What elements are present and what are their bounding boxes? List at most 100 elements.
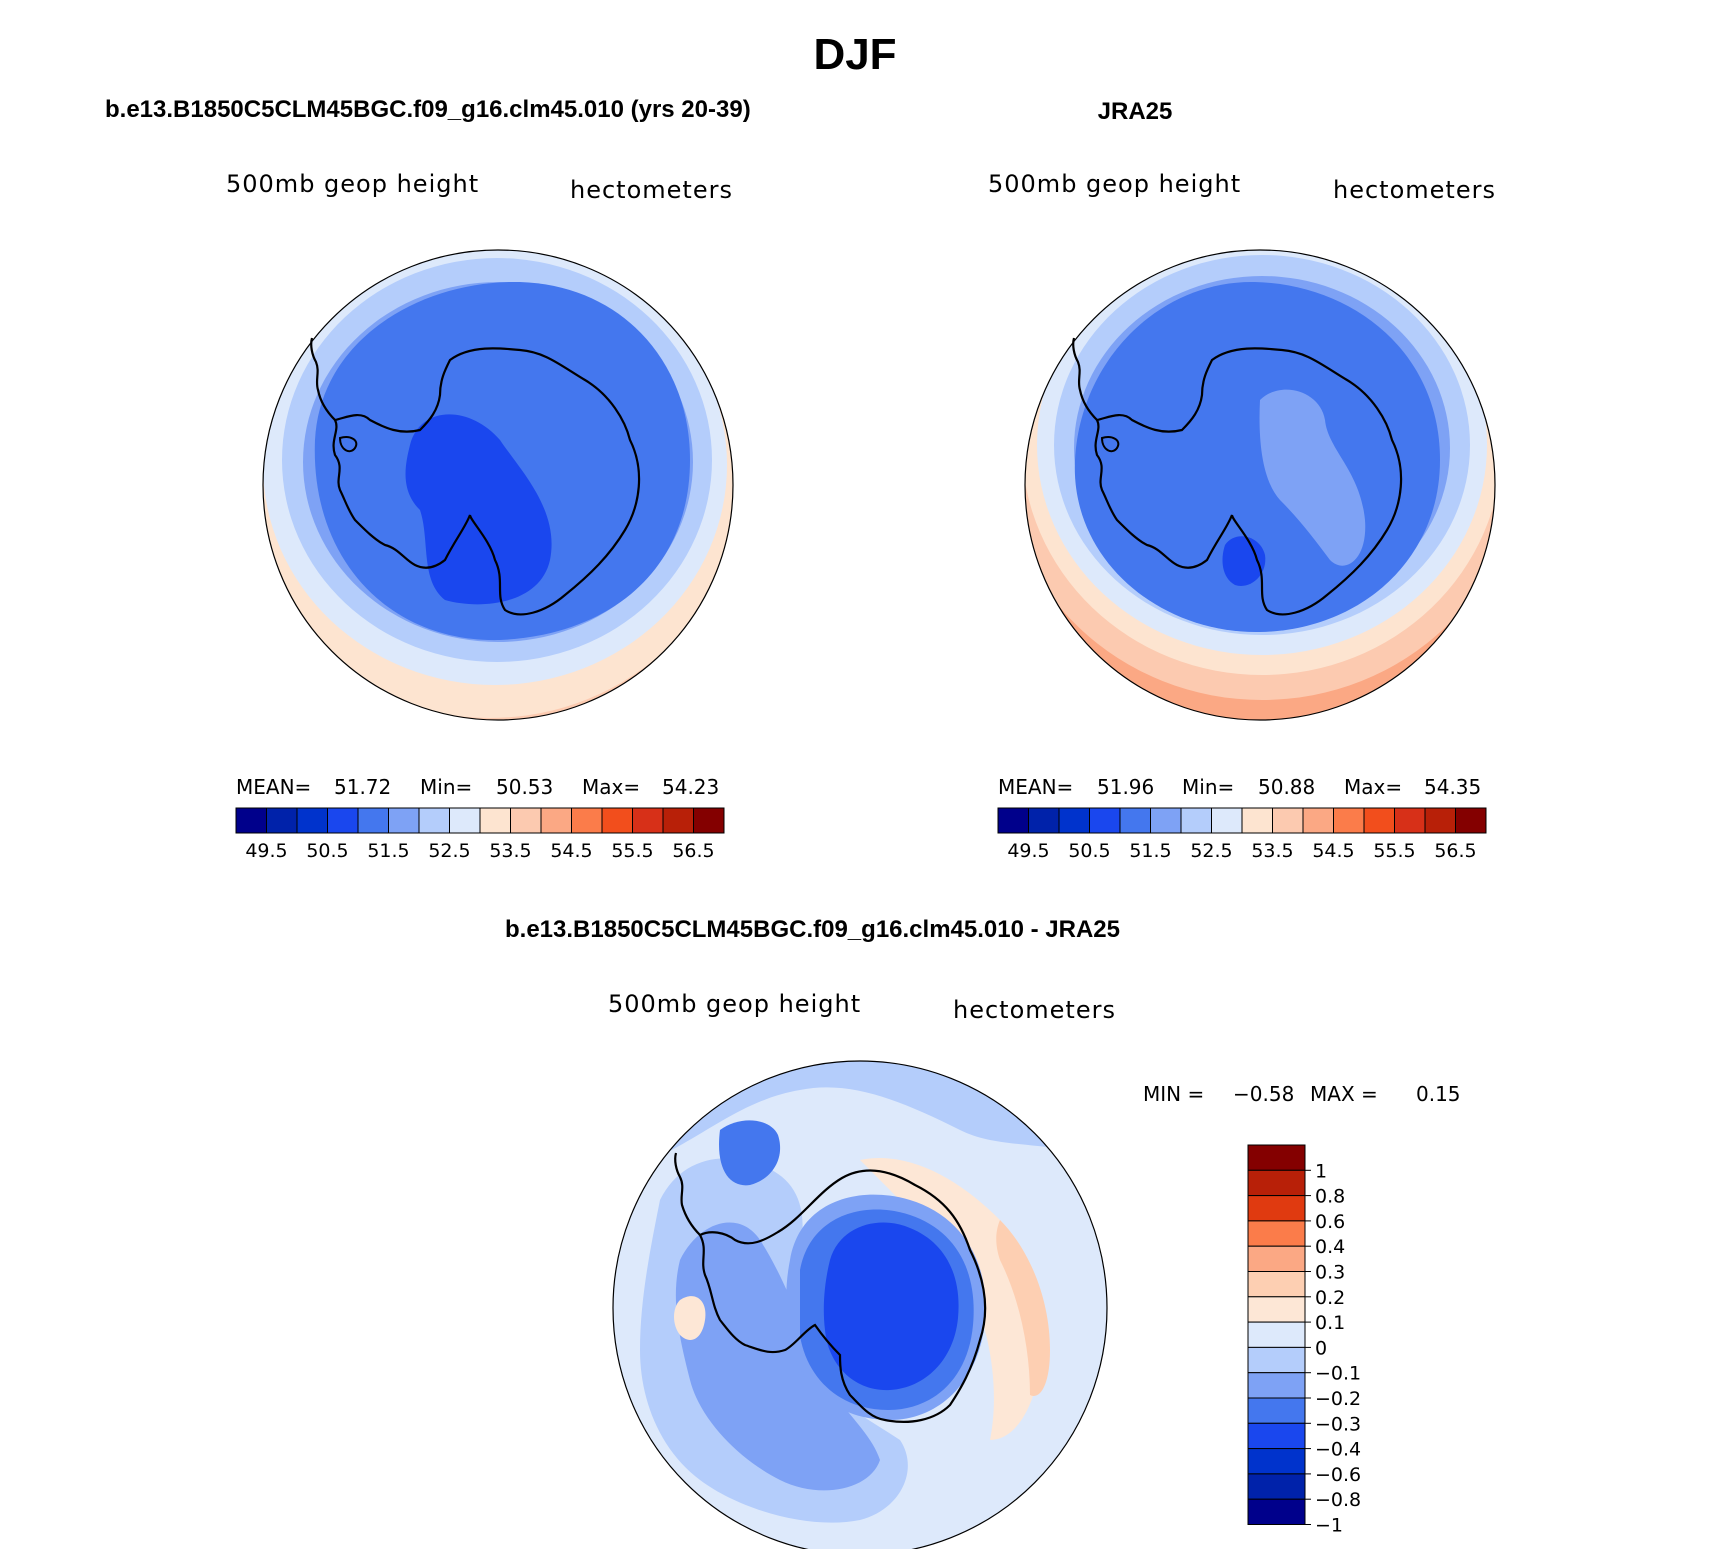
panel1-case-title: b.e13.B1850C5CLM45BGC.f09_g16.clm45.010 … <box>105 96 751 123</box>
diff-colorbar-tick-label: 0.4 <box>1315 1236 1345 1258</box>
panel2-colorbar-tick-label: 53.5 <box>1251 840 1293 862</box>
panel2-min-label: Min= <box>1182 775 1235 799</box>
diff-colorbar-box <box>1247 1498 1306 1525</box>
panel1-colorbar-box <box>388 807 420 834</box>
panel1-colorbar-box <box>479 807 511 834</box>
diff-min-label: MIN = <box>1143 1082 1205 1106</box>
panel1-colorbar: 49.5 50.5 51.5 52.5 53.5 54.5 55.5 56.5 <box>235 807 725 862</box>
diff-colorbar-box <box>1247 1422 1306 1450</box>
figure-title: DJF <box>813 30 897 79</box>
diff-colorbar-tick-label: 0.8 <box>1315 1186 1345 1208</box>
panel2-colorbar-tick-label: 52.5 <box>1190 840 1232 862</box>
diff-colorbar-tick-label: 1 <box>1315 1160 1327 1182</box>
panel2-colorbar-tick-label: 50.5 <box>1068 840 1110 862</box>
panel2-case-title: JRA25 <box>1097 98 1173 125</box>
panel1-peninsula <box>310 337 336 421</box>
diff-colorbar-tick-label: −0.1 <box>1315 1363 1361 1385</box>
diff-colorbar-tick-label: −1 <box>1315 1515 1343 1537</box>
panel2-map-border <box>1024 249 1496 721</box>
panel2-small-island <box>1100 436 1120 453</box>
panel2-mean-label: MEAN= <box>998 775 1074 799</box>
diff-colorbar-box <box>1247 1321 1306 1348</box>
panel1-colorbar-box <box>418 807 450 834</box>
panel2-mean-value: 51.96 <box>1097 775 1155 799</box>
diff-colorbar-tick-label: 0.6 <box>1315 1211 1345 1233</box>
diff-case-title: b.e13.B1850C5CLM45BGC.f09_g16.clm45.010 … <box>505 916 1120 943</box>
panel2-colorbar-box <box>1333 807 1365 834</box>
diff-colorbar-tick-label: 0 <box>1315 1337 1327 1359</box>
panel2-colorbar-tick-label: 51.5 <box>1129 840 1171 862</box>
diff-colorbar-tick-label: 0.1 <box>1315 1312 1345 1334</box>
panel2-colorbar-box <box>1028 807 1060 834</box>
panel2-colorbar-box <box>1150 807 1182 834</box>
panel1-colorbar-box <box>266 807 298 834</box>
panel1-colorbar-tick-label: 52.5 <box>428 840 470 862</box>
diff-colorbar-box <box>1247 1296 1306 1323</box>
panel1-colorbar-box <box>296 807 328 834</box>
diff-colorbar-tick-label: −0.3 <box>1315 1413 1361 1435</box>
panel2-colorbar-box <box>1058 807 1090 834</box>
panel1-colorbar-box <box>662 807 694 834</box>
panel2-coastline <box>1094 347 1403 616</box>
panel1-colorbar-box <box>327 807 359 834</box>
diff-colorbar-tick-label: −0.2 <box>1315 1388 1361 1410</box>
panel1-map <box>263 250 733 720</box>
panel2-colorbar-box <box>1272 807 1304 834</box>
panel1-colorbar-box <box>601 807 633 834</box>
panel1-small-island <box>338 436 358 453</box>
panel1-colorbar-box <box>449 807 481 834</box>
panel1-max-label: Max= <box>582 775 641 799</box>
panel1-colorbar-box <box>510 807 542 834</box>
panel2-colorbar-tick-label: 49.5 <box>1007 840 1049 862</box>
panel1-variable-label: 500mb geop height <box>226 170 480 198</box>
panel2-colorbar-box <box>1211 807 1243 834</box>
panel1-coastline <box>332 347 641 616</box>
panel2-peninsula <box>1072 337 1098 421</box>
panel1-colorbar-tick-label: 51.5 <box>367 840 409 862</box>
panel1-colorbar-tick-label: 53.5 <box>489 840 531 862</box>
diff-colorbar-tick-label: −0.8 <box>1315 1489 1361 1511</box>
diff-units-label: hectometers <box>953 996 1116 1024</box>
panel1-colorbar-tick-label: 50.5 <box>306 840 348 862</box>
diff-colorbar-box <box>1247 1169 1306 1197</box>
panel1-map-border <box>262 249 734 721</box>
panel2-colorbar-box <box>1455 807 1487 834</box>
panel1-max-value: 54.23 <box>662 775 720 799</box>
diff-colorbar-box <box>1247 1473 1306 1500</box>
panel1-colorbar-tick-label: 49.5 <box>245 840 287 862</box>
diff-colorbar-tick-label: −0.6 <box>1315 1464 1361 1486</box>
panel2-colorbar-box <box>1119 807 1151 834</box>
diff-colorbar-box <box>1247 1245 1306 1272</box>
panel1-colorbar-box <box>571 807 603 834</box>
panel2-max-value: 54.35 <box>1424 775 1482 799</box>
panel1-min-value: 50.53 <box>496 775 554 799</box>
panel1-units-label: hectometers <box>570 176 733 204</box>
diff-peninsula <box>674 1152 701 1236</box>
panel1-colorbar-tick-label: 55.5 <box>611 840 653 862</box>
panel1-colorbar-tick-label: 56.5 <box>672 840 714 862</box>
diff-colorbar: 1 0.8 0.6 0.4 0.3 0.2 0.1 0 −0.1 −0.2 −0.3 −0.4 −0.6… <box>1247 1144 1361 1537</box>
diff-colorbar-box <box>1247 1448 1306 1475</box>
diff-coastline <box>698 1169 987 1423</box>
diff-variable-label: 500mb geop height <box>608 990 862 1018</box>
diff-colorbar-tick-label: 0.2 <box>1315 1287 1345 1309</box>
panel1-min-label: Min= <box>420 775 473 799</box>
panel2-max-label: Max= <box>1344 775 1403 799</box>
panel2-colorbar-tick-label: 54.5 <box>1312 840 1354 862</box>
diff-colorbar-box <box>1247 1271 1306 1298</box>
diff-colorbar-tick-label: −0.4 <box>1315 1439 1361 1461</box>
panel1-colorbar-box <box>540 807 572 834</box>
panel2-colorbar-box <box>1363 807 1395 834</box>
panel1-colorbar-box <box>632 807 664 834</box>
panel2-colorbar-box <box>1394 807 1426 834</box>
diff-max-value: 0.15 <box>1416 1082 1461 1106</box>
diff-colorbar-box <box>1247 1195 1306 1222</box>
diff-min-value: −0.58 <box>1233 1082 1295 1106</box>
panel1-mean-label: MEAN= <box>236 775 312 799</box>
diff-map-border <box>612 1060 1108 1549</box>
diff-colorbar-box <box>1247 1397 1306 1424</box>
diff-colorbar-box <box>1247 1346 1306 1374</box>
diff-map <box>613 1061 1107 1549</box>
panel2-min-value: 50.88 <box>1258 775 1316 799</box>
